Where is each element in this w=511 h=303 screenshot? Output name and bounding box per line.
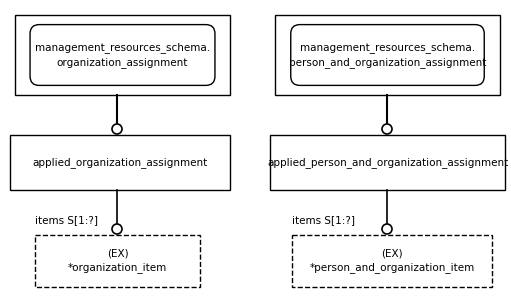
FancyBboxPatch shape	[291, 25, 484, 85]
Bar	[292, 235, 492, 287]
Text: management_resources_schema.
organization_assignment: management_resources_schema. organizatio…	[35, 42, 210, 68]
Text: applied_person_and_organization_assignment: applied_person_and_organization_assignme…	[267, 157, 508, 168]
Text: items S[1:?]: items S[1:?]	[35, 215, 98, 225]
Text: applied_organization_assignment: applied_organization_assignment	[32, 157, 207, 168]
Circle shape	[382, 224, 392, 234]
Bar	[35, 235, 200, 287]
Text: items S[1:?]: items S[1:?]	[292, 215, 355, 225]
FancyBboxPatch shape	[30, 25, 215, 85]
Circle shape	[382, 124, 392, 134]
Bar	[15, 15, 230, 95]
Bar	[270, 135, 505, 190]
Text: (EX)
*person_and_organization_item: (EX) *person_and_organization_item	[309, 248, 475, 273]
Circle shape	[112, 124, 122, 134]
Bar	[10, 135, 230, 190]
Text: management_resources_schema.
person_and_organization_assignment: management_resources_schema. person_and_…	[289, 42, 486, 68]
Bar	[275, 15, 500, 95]
Text: (EX)
*organization_item: (EX) *organization_item	[68, 248, 167, 273]
Circle shape	[112, 224, 122, 234]
